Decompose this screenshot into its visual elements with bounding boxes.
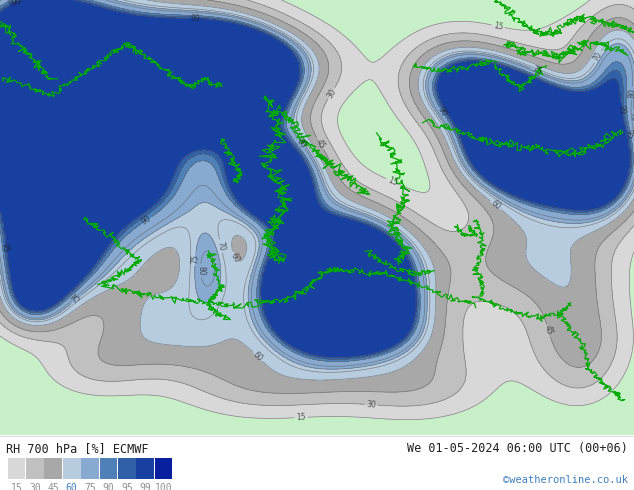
Text: 30: 30 bbox=[325, 87, 338, 99]
Text: 95: 95 bbox=[0, 242, 10, 253]
FancyBboxPatch shape bbox=[81, 458, 99, 479]
Text: 99: 99 bbox=[11, 0, 23, 8]
Text: 75: 75 bbox=[530, 65, 543, 76]
Text: 99: 99 bbox=[617, 104, 627, 115]
Text: 99: 99 bbox=[139, 484, 151, 490]
FancyBboxPatch shape bbox=[44, 458, 62, 479]
Text: 90: 90 bbox=[139, 214, 153, 227]
Text: 80: 80 bbox=[196, 266, 205, 276]
Text: ©weatheronline.co.uk: ©weatheronline.co.uk bbox=[503, 475, 628, 485]
Text: RH 700 hPa [%] ECMWF: RH 700 hPa [%] ECMWF bbox=[6, 441, 149, 455]
Text: 60: 60 bbox=[66, 484, 77, 490]
Text: 90: 90 bbox=[436, 105, 449, 119]
Text: 30: 30 bbox=[366, 400, 376, 410]
Text: 95: 95 bbox=[6, 0, 19, 8]
Text: 75: 75 bbox=[629, 111, 634, 122]
Text: 95: 95 bbox=[623, 128, 634, 140]
Text: 90: 90 bbox=[103, 484, 114, 490]
Text: 45: 45 bbox=[543, 324, 554, 336]
Text: 99: 99 bbox=[190, 14, 200, 23]
FancyBboxPatch shape bbox=[8, 458, 25, 479]
Text: 70: 70 bbox=[592, 50, 604, 63]
Text: 75: 75 bbox=[84, 484, 96, 490]
Text: 80: 80 bbox=[627, 88, 634, 98]
Text: 75: 75 bbox=[190, 254, 200, 264]
FancyBboxPatch shape bbox=[118, 458, 136, 479]
Text: 45: 45 bbox=[314, 137, 327, 150]
FancyBboxPatch shape bbox=[26, 458, 44, 479]
Text: 70: 70 bbox=[216, 240, 226, 252]
Text: 95: 95 bbox=[121, 484, 133, 490]
Text: 15: 15 bbox=[11, 484, 22, 490]
Text: 60: 60 bbox=[251, 350, 264, 363]
FancyBboxPatch shape bbox=[63, 458, 81, 479]
Text: 80: 80 bbox=[295, 137, 307, 150]
Text: 100: 100 bbox=[155, 484, 172, 490]
Text: 60: 60 bbox=[489, 198, 502, 212]
Text: 45: 45 bbox=[48, 484, 59, 490]
Text: 60: 60 bbox=[228, 251, 241, 264]
FancyBboxPatch shape bbox=[155, 458, 172, 479]
FancyBboxPatch shape bbox=[100, 458, 117, 479]
Text: 15: 15 bbox=[493, 21, 503, 31]
Text: We 01-05-2024 06:00 UTC (00+06): We 01-05-2024 06:00 UTC (00+06) bbox=[407, 441, 628, 455]
FancyBboxPatch shape bbox=[136, 458, 154, 479]
Text: 75: 75 bbox=[70, 293, 83, 306]
Text: 30: 30 bbox=[29, 484, 41, 490]
Text: 15: 15 bbox=[386, 175, 399, 188]
Text: 15: 15 bbox=[296, 413, 306, 422]
